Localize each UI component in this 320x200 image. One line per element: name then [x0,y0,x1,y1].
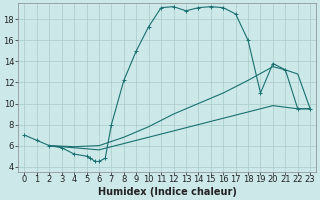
X-axis label: Humidex (Indice chaleur): Humidex (Indice chaleur) [98,187,237,197]
